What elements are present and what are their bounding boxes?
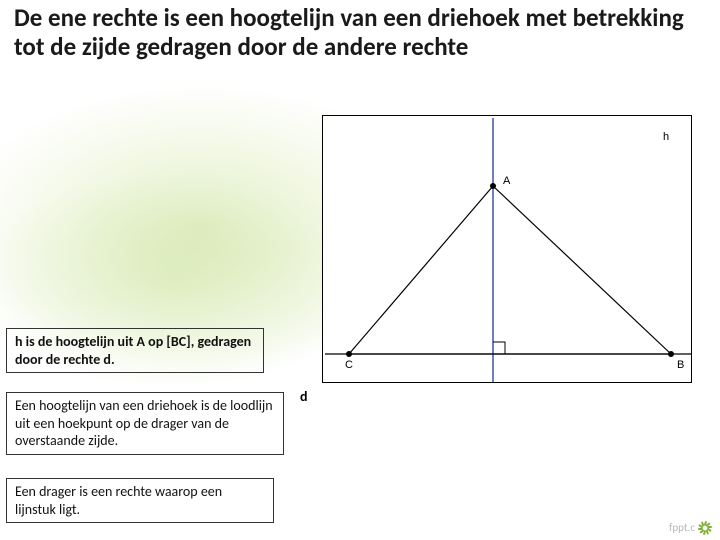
watermark-text: fppt.c — [669, 521, 695, 534]
svg-text:A: A — [503, 175, 511, 187]
page-title: De ene rechte is een hoogtelijn van een … — [14, 4, 694, 62]
svg-text:C: C — [345, 359, 353, 371]
definition-hoogtelijn: Een hoogtelijn van een driehoek is de lo… — [6, 392, 284, 455]
definition-drager: Een drager is een rechte waarop een lijn… — [6, 478, 274, 523]
line-d-label: d — [300, 388, 308, 405]
flower-icon — [698, 520, 712, 534]
svg-text:h: h — [663, 131, 669, 143]
svg-text:B: B — [677, 359, 684, 371]
triangle-diagram: A B Ch — [322, 115, 692, 383]
watermark: fppt.c — [669, 520, 712, 534]
caption-h-definition: h is de hoogtelijn uit A op [BC], gedrag… — [6, 328, 264, 373]
